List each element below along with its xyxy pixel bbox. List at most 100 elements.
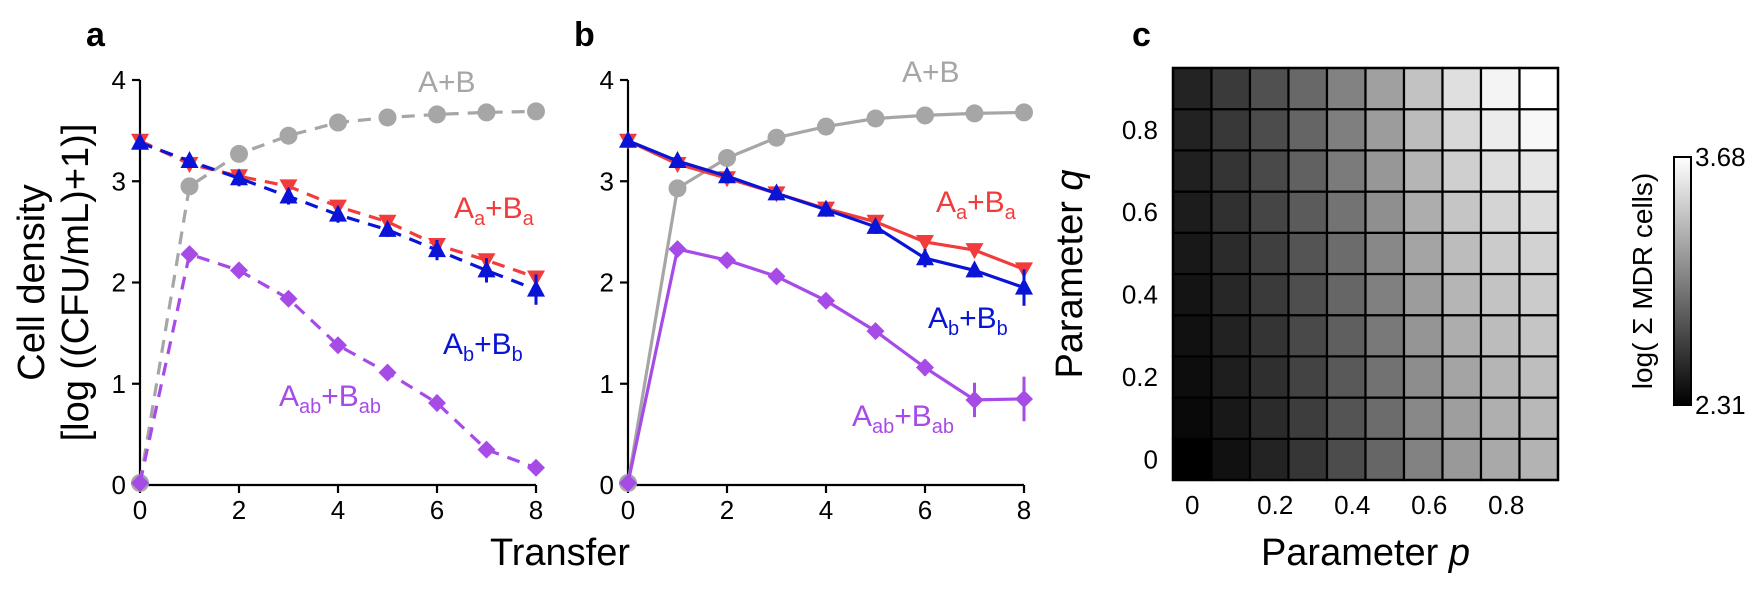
heatmap-cell xyxy=(1248,190,1290,234)
y-tick-label: 3 xyxy=(600,166,614,196)
series-label-subscript: b xyxy=(997,318,1008,340)
data-point xyxy=(378,219,397,237)
heatmap-cell xyxy=(1364,231,1406,276)
series-label-mid: +B xyxy=(959,302,997,335)
series-label-subscript: b xyxy=(948,318,959,340)
heatmap-cell xyxy=(1441,355,1483,399)
data-point xyxy=(916,235,934,251)
series-label-base: A xyxy=(454,192,474,225)
data-point xyxy=(180,177,199,196)
heatmap-cell xyxy=(1402,396,1444,440)
heatmap-cell xyxy=(1248,396,1290,440)
heatmap-cell xyxy=(1402,149,1444,193)
data-point xyxy=(718,166,736,184)
heatmap-cell xyxy=(1479,149,1521,193)
colorbar xyxy=(1673,156,1692,406)
heatmap-cell xyxy=(1364,355,1406,399)
heatmap-cell xyxy=(1287,314,1329,358)
series-label-mid: +B xyxy=(321,380,359,413)
heatmap-cell xyxy=(1364,437,1406,482)
x-tick-label: 0.2 xyxy=(1257,490,1293,520)
panel-label-c: c xyxy=(1132,16,1151,54)
data-point xyxy=(477,440,496,459)
heatmap-cell xyxy=(1518,272,1560,317)
data-point xyxy=(1015,389,1033,408)
heatmap-cell xyxy=(1518,355,1560,399)
data-point xyxy=(527,102,545,121)
series-line xyxy=(138,252,537,484)
heatmap-cell xyxy=(1171,108,1213,152)
heatmap-cell xyxy=(1248,149,1290,193)
heatmap-cell xyxy=(1441,272,1483,317)
y-axis-label: Cell density xyxy=(11,184,53,380)
data-point xyxy=(428,240,446,258)
x-tick-label: 4 xyxy=(331,495,345,525)
heatmap-cell xyxy=(1248,437,1290,482)
x-tick-label: 8 xyxy=(1017,495,1031,525)
heatmap-cell xyxy=(1441,108,1483,152)
data-point xyxy=(230,144,248,163)
data-point xyxy=(965,243,984,260)
y-tick-label: 2 xyxy=(600,268,614,298)
x-tick-label: 0 xyxy=(621,495,635,525)
y-tick-label: 0.8 xyxy=(1122,115,1158,145)
series-label-base: A xyxy=(279,380,299,413)
data-point xyxy=(866,322,885,341)
data-point xyxy=(477,260,496,278)
heatmap-cell xyxy=(1518,437,1560,482)
data-point xyxy=(230,261,248,280)
data-point xyxy=(619,130,637,148)
heatmap-cell xyxy=(1248,231,1290,276)
heatmap-cell xyxy=(1325,190,1367,234)
heatmap-cell xyxy=(1210,396,1252,440)
heatmap-cell xyxy=(1479,437,1521,482)
heatmap-cell xyxy=(1287,396,1329,440)
heatmap-cell xyxy=(1210,66,1252,111)
heatmap-cell xyxy=(1402,272,1444,317)
series-label-subscript: a xyxy=(956,202,968,224)
data-point xyxy=(965,104,984,123)
heatmap-cell xyxy=(1248,314,1290,358)
data-point xyxy=(916,358,934,377)
data-point xyxy=(767,267,786,286)
x-axis-label: Transfer xyxy=(490,532,630,574)
y-tick-label: 0 xyxy=(1144,444,1158,474)
series-label: A+B xyxy=(902,56,960,89)
y-tick-label: 0.6 xyxy=(1122,197,1158,227)
data-point xyxy=(668,179,687,198)
heatmap-cell xyxy=(1441,190,1483,234)
heatmap-cell xyxy=(1479,190,1521,234)
heatmap-cell xyxy=(1518,231,1560,276)
data-point xyxy=(428,393,446,412)
series-label: Aa+Ba xyxy=(936,186,1017,224)
data-point xyxy=(230,168,248,186)
series-label-mid: +B xyxy=(967,186,1005,219)
series-label-subscript: a xyxy=(523,208,535,230)
heatmap-cell xyxy=(1287,272,1329,317)
heatmap-cell xyxy=(1518,149,1560,193)
x-tick-label: 6 xyxy=(918,495,932,525)
data-point xyxy=(1015,103,1033,122)
series-label-base: A xyxy=(928,302,948,335)
heatmap-cell xyxy=(1171,396,1213,440)
heatmap-cell xyxy=(1402,314,1444,358)
x-tick-label: 8 xyxy=(529,495,543,525)
heatmap-cell xyxy=(1210,437,1252,482)
data-point xyxy=(718,148,736,167)
data-point xyxy=(916,248,934,266)
heatmap-cell xyxy=(1325,272,1367,317)
y-axis-label-variable: q xyxy=(1049,169,1091,190)
series-label-subscript: ab xyxy=(932,416,954,438)
series-label: Aab+Bab xyxy=(852,400,954,438)
panel-label-b: b xyxy=(574,16,595,54)
heatmap-cell xyxy=(1364,314,1406,358)
heatmap-cell xyxy=(1364,396,1406,440)
data-point xyxy=(668,151,687,168)
series-label: Aa+Ba xyxy=(454,192,535,230)
data-point xyxy=(965,390,984,409)
heatmap-cell xyxy=(1518,396,1560,440)
series-label-base: A xyxy=(936,186,956,219)
x-tick-label: 0 xyxy=(1185,490,1199,520)
